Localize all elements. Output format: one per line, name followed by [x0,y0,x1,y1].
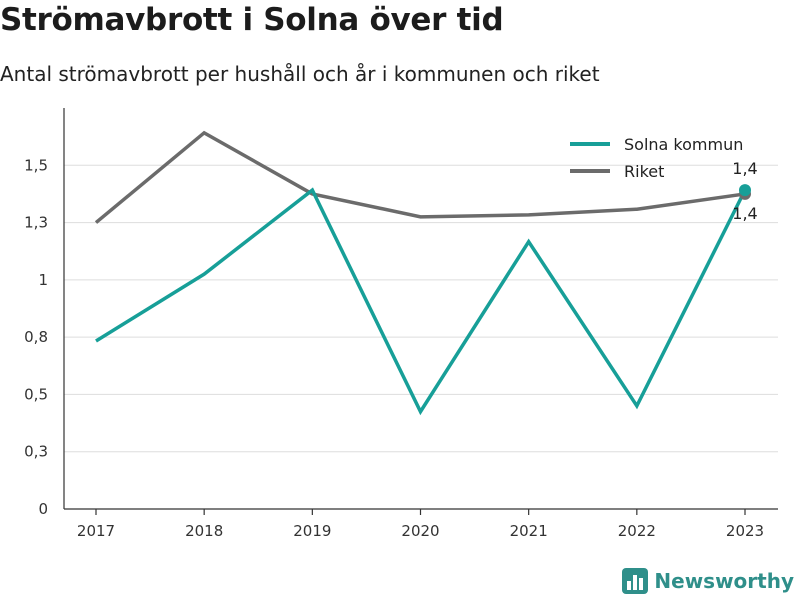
newsworthy-logo: Newsworthy [622,568,794,594]
series [94,130,751,416]
legend-label: Riket [624,162,664,181]
x-tick-label: 2021 [510,522,548,540]
data-label-riket: 1,4 [732,204,757,223]
brand-name: Newsworthy [654,569,794,593]
x-tick-label: 2022 [618,522,656,540]
chart-subtitle: Antal strömavbrott per hushåll och år i … [0,62,600,86]
x-tick-label: 2017 [77,522,115,540]
y-tick-label: 1,3 [24,214,48,232]
y-tick-label: 0,5 [24,385,48,403]
data-label-solna: 1,4 [732,159,757,178]
bar-chart-logo-icon [622,568,649,594]
legend-label: Solna kommun [624,135,743,154]
end-point-solna [739,184,751,197]
grid-lines [64,164,778,453]
x-tick-label: 2023 [726,522,764,540]
y-tick-label: 1 [38,271,48,289]
end-labels: 1,4 1,4 [732,159,757,223]
y-tick-label: 0 [38,500,48,518]
x-tick-label: 2018 [185,522,223,540]
legend-item-riket: Riket [570,162,664,181]
y-tick-label: 1,5 [24,156,48,174]
y-tick-label: 0,8 [24,328,48,346]
x-tick-label: 2020 [401,522,439,540]
y-tick-label: 0,3 [24,443,48,461]
legend: Solna kommun Riket [570,135,743,181]
series-line-solna [95,187,747,416]
chart-title: Strömavbrott i Solna över tid [0,2,504,38]
axes: 0 0,3 0,5 0,8 1 1,3 1,5 2017 2018 2019 2020 2021 202… [24,108,778,540]
x-tick-label: 2019 [293,522,331,540]
legend-item-solna: Solna kommun [570,135,743,154]
series-line-riket [94,130,746,224]
